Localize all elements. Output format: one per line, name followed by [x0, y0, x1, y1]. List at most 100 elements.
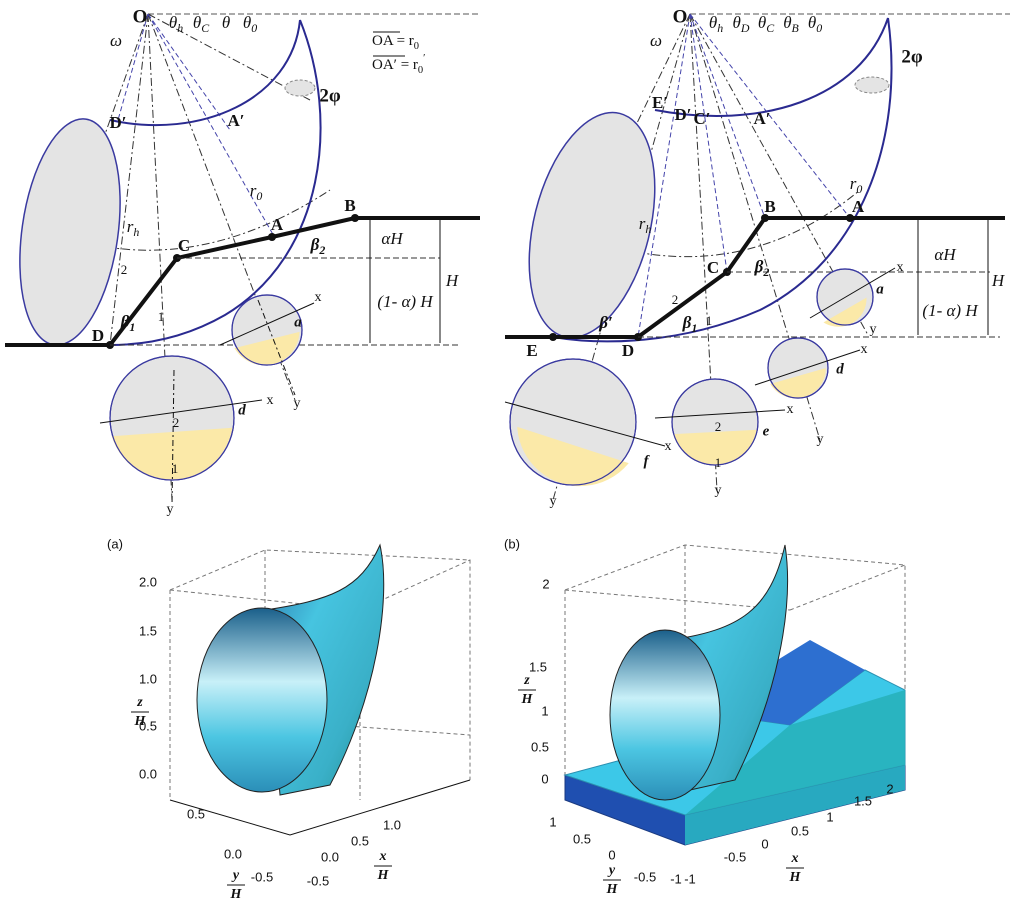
label: y: [715, 483, 722, 498]
figure: OωθhθCθθ0OA = r0OA′ = r0′2φD′A′r0rhABCDα…: [0, 0, 1017, 902]
label: O: [133, 6, 148, 27]
label: A′: [227, 111, 244, 130]
label: A′: [753, 109, 770, 128]
label: E: [526, 341, 537, 360]
label: OA′ = r0′: [372, 53, 425, 76]
label: y: [550, 494, 557, 509]
label: a: [876, 281, 884, 297]
label-part: ′: [423, 53, 425, 64]
axis-label: x: [791, 851, 799, 866]
tick-label: 0: [608, 847, 615, 862]
label: (b): [504, 536, 520, 551]
label: O: [673, 6, 688, 27]
tick-label: 0.5: [531, 739, 549, 754]
tick-label: 2: [886, 781, 893, 796]
label-part: C: [766, 21, 775, 35]
axis-label: H: [521, 692, 534, 707]
axis-label: H: [230, 887, 243, 902]
tick-label: 0: [761, 836, 768, 851]
label: C: [178, 236, 190, 255]
axis-label: H: [377, 868, 390, 883]
tick-label: 0.0: [321, 849, 339, 864]
label: 1: [172, 461, 179, 476]
label-part: θ: [169, 13, 177, 32]
label: H: [445, 271, 460, 290]
label: 2φ: [901, 46, 923, 67]
label: β2: [310, 235, 326, 257]
tick-label: 0.0: [139, 766, 157, 781]
tick-label: -1: [684, 871, 696, 886]
label-part: θ: [709, 13, 717, 32]
axis-label: z: [523, 673, 530, 688]
label-part: h: [133, 225, 139, 239]
label-part: θ: [783, 13, 791, 32]
tick-label: 0.5: [791, 823, 809, 838]
label: θ0: [243, 13, 257, 35]
label: θC: [193, 13, 210, 35]
label: β1: [682, 313, 698, 335]
label: d: [238, 402, 246, 418]
tick-label: 1: [826, 809, 833, 824]
label: θ0: [808, 13, 822, 35]
label: (1- α) H: [377, 292, 434, 311]
label-part: 0: [414, 41, 419, 52]
label-part: β: [682, 313, 692, 332]
axis-label: x: [379, 849, 387, 864]
label-part: θ: [243, 13, 251, 32]
label: A: [271, 215, 284, 234]
label: θh: [169, 13, 183, 35]
label-part: OA′ = r: [372, 57, 418, 73]
label-part: β: [120, 312, 130, 331]
label: H: [991, 271, 1006, 290]
label-part: 0: [251, 21, 257, 35]
label: 2: [121, 262, 128, 277]
label-part: β: [754, 257, 764, 276]
tick-label: 1.5: [529, 659, 547, 674]
label-part: 2: [318, 243, 325, 257]
tick-label: 1: [549, 814, 556, 829]
label: a: [294, 314, 302, 330]
tick-label: 2.0: [139, 574, 157, 589]
label: C: [707, 258, 719, 277]
tick-label: 1: [541, 703, 548, 718]
label: D′: [109, 113, 126, 132]
label: x: [315, 290, 322, 305]
label-part: θ: [193, 13, 201, 32]
label-part: h: [717, 21, 723, 35]
label: θC: [758, 13, 775, 35]
tick-label: 1.0: [383, 817, 401, 832]
label-part: β: [310, 235, 320, 254]
label: 1: [715, 455, 722, 470]
tick-label: 0.0: [224, 846, 242, 861]
label: f: [644, 453, 651, 469]
label: B: [344, 196, 355, 215]
label: E′: [652, 93, 668, 112]
label: r0: [850, 174, 863, 196]
tick-label: 0.5: [187, 806, 205, 821]
label-part: h: [177, 21, 183, 35]
label-part: OA = r: [372, 33, 414, 49]
tick-label: 0.5: [573, 831, 591, 846]
label-part: θ: [733, 13, 741, 32]
tick-label: 2: [542, 576, 549, 591]
axis-label: z: [136, 695, 143, 710]
label-part: 2: [762, 265, 769, 279]
label-part: 1: [691, 321, 697, 335]
label: y: [870, 322, 877, 337]
label-part: B: [792, 21, 799, 35]
label: y: [294, 396, 301, 411]
label: x: [897, 260, 904, 275]
tick-label: 1.5: [854, 793, 872, 808]
label: C′: [693, 109, 710, 128]
label: x: [787, 402, 794, 417]
label: β2: [754, 257, 770, 279]
tick-label: -0.5: [251, 869, 273, 884]
label: β′: [598, 313, 613, 332]
label: A: [852, 197, 865, 216]
label-part: D: [740, 21, 750, 35]
label: x: [267, 393, 274, 408]
tick-label: 0: [541, 771, 548, 786]
label: y: [167, 502, 174, 517]
label: 2: [173, 415, 180, 430]
label-part: 0: [856, 182, 862, 196]
